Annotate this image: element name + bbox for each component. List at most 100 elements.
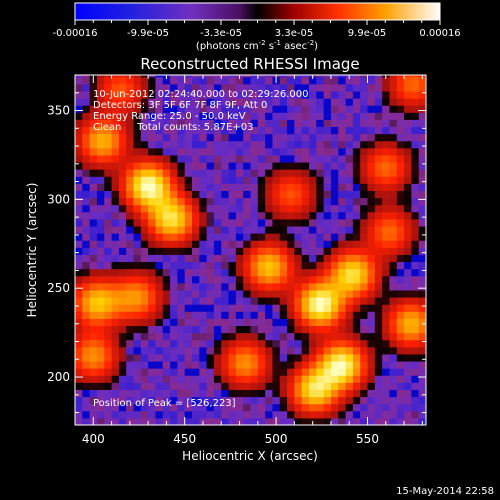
heatmap-cell [345, 226, 354, 234]
heatmap-cell [265, 211, 273, 220]
heatmap-cell [199, 304, 208, 312]
heatmap-cell [184, 282, 193, 291]
heatmap-cell [272, 261, 281, 270]
heatmap-cell [162, 233, 171, 241]
heatmap-cell [75, 211, 83, 220]
heatmap-cell [126, 311, 134, 319]
heatmap-cell [316, 396, 325, 405]
heatmap-cell [199, 375, 208, 383]
heatmap-cell [140, 133, 149, 142]
heatmap-cell [89, 90, 98, 99]
heatmap-cell [367, 105, 376, 113]
heatmap-cell [301, 268, 310, 277]
heatmap-cell [323, 368, 332, 376]
heatmap-cell [140, 176, 149, 184]
heatmap-cell [374, 190, 383, 199]
heatmap-cell [170, 346, 178, 355]
heatmap-cell [213, 140, 222, 149]
heatmap-image [75, 75, 426, 425]
heatmap-cell [118, 346, 127, 355]
heatmap-cell [75, 162, 83, 170]
heatmap-cell [199, 410, 208, 419]
heatmap-cell [235, 140, 244, 149]
heatmap-cell [118, 211, 127, 220]
heatmap-cell [133, 375, 142, 383]
heatmap-cell [382, 332, 390, 341]
heatmap-cell [199, 282, 208, 291]
heatmap-cell [396, 105, 405, 113]
heatmap-cell [140, 98, 149, 106]
heatmap-cell [279, 304, 288, 312]
heatmap-cell [309, 368, 317, 376]
heatmap-cell [170, 112, 178, 120]
heatmap-cell [294, 417, 303, 425]
heatmap-cell [309, 211, 317, 220]
heatmap-cell [301, 226, 310, 234]
heatmap-cell [177, 211, 186, 220]
heatmap-cell [126, 368, 134, 376]
heatmap-cell [301, 368, 310, 376]
heatmap-cell [170, 304, 178, 312]
heatmap-cell [199, 190, 208, 199]
heatmap-cell [213, 311, 222, 319]
heatmap-cell [272, 339, 281, 348]
heatmap-cell [133, 417, 142, 425]
heatmap-cell [206, 389, 215, 398]
heatmap-cell [228, 90, 237, 99]
heatmap-cell [148, 98, 156, 106]
heatmap-cell [382, 218, 390, 227]
heatmap-cell [192, 289, 200, 298]
heatmap-cell [316, 304, 325, 312]
heatmap-cell [389, 325, 398, 334]
heatmap-cell [243, 226, 251, 234]
heatmap-cell [396, 76, 405, 85]
heatmap-cell [367, 275, 376, 284]
heatmap-cell [309, 339, 317, 348]
heatmap-cell [199, 254, 208, 263]
heatmap-cell [133, 190, 142, 199]
heatmap-cell [184, 83, 193, 92]
heatmap-cell [133, 247, 142, 255]
heatmap-cell [228, 410, 237, 419]
heatmap-cell [96, 176, 105, 184]
heatmap-cell [206, 98, 215, 106]
heatmap-cell [265, 197, 273, 206]
heatmap-cell [265, 410, 273, 419]
heatmap-cell [82, 147, 91, 156]
heatmap-cell [75, 176, 83, 184]
heatmap-cell [316, 218, 325, 227]
heatmap-cell [309, 183, 317, 191]
heatmap-cell [228, 83, 237, 92]
colorbar-gradient [74, 2, 441, 21]
heatmap-cell [221, 346, 230, 355]
heatmap-cell [404, 140, 412, 149]
heatmap-cell [199, 83, 208, 92]
heatmap-cell [294, 332, 303, 341]
heatmap-cell [155, 75, 164, 78]
colorbar: -0.00016 -9.9e-05 -3.3e-05 3.3e-05 9.9e-… [53, 2, 461, 52]
heatmap-cell [75, 133, 83, 142]
heatmap-cell [352, 140, 361, 149]
heatmap-cell [126, 133, 134, 142]
heatmap-cell [192, 417, 200, 425]
heatmap-cell [345, 211, 354, 220]
heatmap-cell [396, 339, 405, 348]
heatmap-cell [257, 368, 266, 376]
heatmap-cell [301, 247, 310, 255]
heatmap-cell [250, 410, 259, 419]
heatmap-cell [330, 140, 339, 149]
heatmap-cell [338, 417, 347, 425]
heatmap-cell [177, 332, 186, 341]
heatmap-cell [338, 90, 347, 99]
heatmap-cell [126, 162, 134, 170]
heatmap-cell [213, 247, 222, 255]
heatmap-cell [418, 162, 426, 170]
heatmap-cell [126, 396, 134, 405]
heatmap-cell [206, 247, 215, 255]
heatmap-cell [396, 254, 405, 263]
heatmap-cell [213, 318, 222, 327]
heatmap-cell [235, 119, 244, 128]
heatmap-cell [323, 218, 332, 227]
heatmap-cell [374, 318, 383, 327]
heatmap-cell [170, 289, 178, 298]
